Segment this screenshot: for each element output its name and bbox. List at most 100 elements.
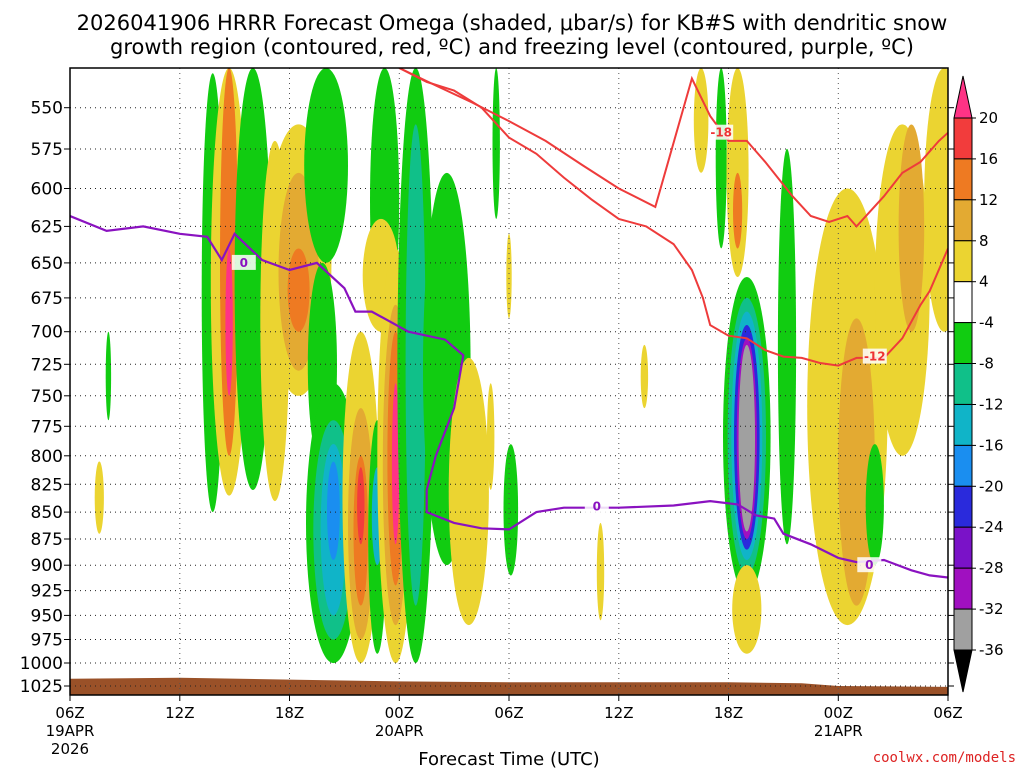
y-tick-label-825: 825 [31,475,63,495]
contour-label-bg-3 [584,498,609,514]
omega-cell-30 [405,124,426,606]
credit-text: coolwx.com/models [873,750,1016,766]
x-tick-date-42: 21APR [814,722,863,740]
omega-cell-40 [715,68,727,249]
contour-label-bg-2 [231,254,256,270]
omega-cell-56 [898,124,925,332]
colorbar-label-7: -12 [979,396,1004,414]
x-tick-label-24: 06Z [494,704,523,722]
y-tick-label-800: 800 [31,447,63,467]
omega-cell-48 [738,344,755,532]
colorbar-box-7 [953,404,973,446]
y-tick-label-600: 600 [31,180,63,200]
colorbar-label-2: 12 [979,191,998,209]
omega-cell-20 [357,467,365,545]
y-tick-label-650: 650 [31,254,63,274]
omega-cell-35 [503,444,519,576]
chart-title-line1: 2026041906 HRRR Forecast Omega (shaded, … [77,11,948,35]
y-tick-label-550: 550 [31,99,63,119]
omega-cell-42 [733,172,743,249]
omega-cell-10 [287,248,310,332]
y-tick-label-675: 675 [31,289,63,309]
y-tick-label-575: 575 [31,140,63,160]
y-tick-label-725: 725 [31,355,63,375]
colorbar-label-10: -24 [979,518,1004,536]
x-tick-year-0: 2026 [51,740,89,758]
dgz-contour--12 [398,68,948,228]
plot-area: -18 -12 0 0 0 [70,68,948,695]
contour-label-bg-1 [862,348,887,364]
colorbar-bottom-arrow [953,649,973,693]
omega-cell-37 [596,522,605,621]
x-tick-label-12: 18Z [275,704,304,722]
omega-cell-41 [726,68,749,277]
y-tick-label-925: 925 [31,582,63,602]
omega-cell-57 [924,68,948,332]
omega-cell-1 [105,331,112,421]
omega-cell-33 [487,383,495,490]
colorbar-box-4 [953,281,973,324]
colorbar-box-11 [953,567,973,610]
colorbar-box-8 [953,444,973,487]
contour-label-3: 0 [593,500,601,514]
colorbar-box-5 [953,322,973,365]
contour-label-0: -18 [710,126,732,140]
colorbar-label-12: -32 [979,600,1004,618]
x-tick-date-0: 19APR [46,722,95,740]
colorbar: 20 16 12 8 4 -4 -8 -12 -16 -20 -24 -28 -32 -36 [953,75,1004,693]
terrain [70,677,948,695]
x-axis-label: Forecast Time (UTC) [418,749,599,768]
x-tick-label-6: 12Z [165,704,194,722]
contour-label-2: 0 [240,256,248,270]
contour-label-1: -12 [864,350,886,364]
omega-cell-54 [865,444,884,566]
omega-cell-5 [225,248,233,396]
colorbar-box-9 [953,485,973,528]
freezing-level-contour [70,214,948,579]
omega-cell-49 [732,565,762,654]
colorbar-box-2 [953,199,973,242]
colorbar-box-3 [953,240,973,283]
x-tick-label-48: 06Z [933,704,962,722]
omega-cell-53 [838,318,875,606]
y-tick-label-1025: 1025 [20,677,63,697]
x-tick-label-36: 18Z [714,704,743,722]
colorbar-label-1: 16 [979,150,998,168]
colorbar-label-11: -28 [979,559,1004,577]
colorbar-box-12 [953,608,973,651]
contour-label-bg-4 [857,557,882,573]
omega-cell-34 [492,68,500,219]
colorbar-label-8: -16 [979,436,1004,454]
y-tick-label-1000: 1000 [20,654,63,674]
contour-label-4: 0 [865,558,873,572]
x-tick-date-18: 20APR [375,722,424,740]
omega-cell-32 [448,357,489,626]
colorbar-label-4: 4 [979,273,989,291]
x-tick-label-42: 00Z [824,704,853,722]
omega-cell-28 [391,383,400,545]
contours: -18 -12 0 0 0 [70,68,948,579]
chart-title-line2: growth region (contoured, red, ºC) and f… [110,35,914,59]
y-tick-label-625: 625 [31,217,63,237]
omega-cell-38 [640,344,649,409]
omega-cell-16 [327,461,340,560]
colorbar-box-1 [953,158,973,201]
x-tick-label-18: 00Z [385,704,414,722]
colorbar-label-6: -8 [979,355,994,373]
omega-cell-0 [94,461,104,534]
omega-cell-50 [777,148,797,545]
omega-cell-11 [304,68,348,263]
colorbar-label-9: -20 [979,477,1004,495]
y-tick-label-750: 750 [31,387,63,407]
axes: 550 575 600 625 650 675 700 725 750 775 800 825 850 8… [20,99,963,758]
colorbar-label-5: -4 [979,314,994,332]
colorbar-label-0: 20 [979,109,998,127]
y-tick-label-775: 775 [31,417,63,437]
y-tick-label-875: 875 [31,530,63,550]
y-tick-label-975: 975 [31,631,63,651]
colorbar-box-0 [953,117,973,160]
colorbar-label-13: -36 [979,641,1004,659]
y-tick-label-850: 850 [31,503,63,523]
colorbar-box-6 [953,363,973,405]
